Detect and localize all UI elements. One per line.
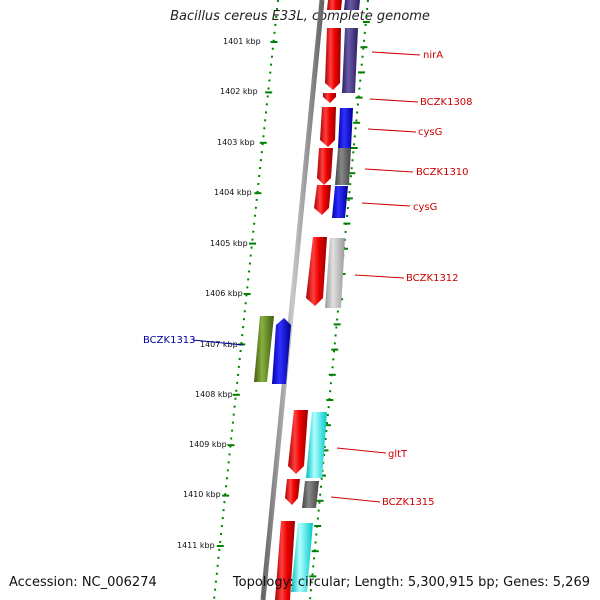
gene-label-bczk1310[interactable]: BCZK1310	[416, 167, 469, 178]
connector-bczk1312	[354, 274, 405, 279]
gene-label-nira[interactable]: nirA	[423, 50, 443, 61]
gene-block-cysg-1[interactable]	[338, 108, 353, 148]
genome-backbone	[260, 0, 325, 600]
gene-arrow-top-1[interactable]	[327, 0, 342, 10]
ruler-tick-labels: 1401 kbp 1402 kbp 1403 kbp 1404 kbp 1405…	[177, 37, 261, 550]
ruler-label-1403: 1403 kbp	[217, 138, 255, 147]
connector-bczk1308	[369, 98, 419, 103]
connector-cysg-1	[367, 128, 417, 133]
connector-bczk1313	[192, 339, 244, 346]
topology-text: Topology: circular; Length: 5,300,915 bp…	[232, 575, 590, 590]
gene-arrow-nira-1[interactable]	[325, 28, 341, 90]
gene-arrow-cysg-2[interactable]	[314, 185, 331, 215]
connector-gltt	[336, 447, 387, 454]
gene-block-gltt[interactable]	[306, 412, 327, 478]
gene-labels: nirA BCZK1308 cysG BCZK1310 cysG BCZK131…	[143, 50, 473, 508]
gene-block-top-2[interactable]	[344, 0, 360, 10]
ruler-label-1410: 1410 kbp	[183, 490, 221, 499]
gene-arrow-bczk1308[interactable]	[323, 93, 336, 103]
connector-bczk1315	[330, 496, 381, 503]
ruler-label-1409: 1409 kbp	[189, 440, 227, 449]
gene-label-bczk1308[interactable]: BCZK1308	[420, 97, 473, 108]
ruler-label-1408: 1408 kbp	[195, 390, 233, 399]
gene-arrow-cysg-1[interactable]	[320, 107, 336, 147]
ruler-label-1406: 1406 kbp	[205, 289, 243, 298]
gene-block-bczk1313[interactable]	[254, 316, 274, 382]
ruler-label-1407: 1407 kbp	[200, 340, 238, 349]
connector-bczk1310	[364, 168, 414, 173]
map-title: Bacillus cereus E33L, complete genome	[170, 9, 430, 24]
gene-label-cysg-2[interactable]: cysG	[413, 202, 437, 213]
connector-cysg-2	[361, 202, 411, 207]
ruler-label-1411: 1411 kbp	[177, 541, 215, 550]
gene-label-bczk1312[interactable]: BCZK1312	[406, 273, 459, 284]
gene-arrow-bczk1310[interactable]	[317, 148, 333, 185]
gene-features	[254, 0, 360, 600]
gene-block-bczk1315[interactable]	[302, 481, 319, 508]
gene-arrow-gltt[interactable]	[288, 410, 308, 474]
accession-text: Accession: NC_006274	[9, 575, 157, 590]
gene-arrow-bczk1313[interactable]	[272, 318, 291, 384]
gene-label-gltt[interactable]: gltT	[388, 449, 408, 460]
gene-arrow-bczk1312[interactable]	[306, 237, 327, 306]
gene-block-bczk1312[interactable]	[325, 238, 345, 308]
gene-block-nira[interactable]	[342, 28, 358, 93]
ruler-label-1405: 1405 kbp	[210, 239, 248, 248]
gene-label-cysg-1[interactable]: cysG	[418, 127, 442, 138]
gene-label-bczk1313[interactable]: BCZK1313	[143, 335, 196, 346]
gene-arrow-bczk1315[interactable]	[285, 479, 300, 505]
ruler-label-1404: 1404 kbp	[214, 188, 252, 197]
connector-nira	[371, 51, 421, 56]
ruler-label-1402: 1402 kbp	[220, 87, 258, 96]
gene-label-bczk1315[interactable]: BCZK1315	[382, 497, 435, 508]
gene-block-bczk1310[interactable]	[335, 148, 351, 185]
ruler-label-1401: 1401 kbp	[223, 37, 261, 46]
gene-arrow-bottom-1[interactable]	[275, 521, 295, 600]
gene-block-cysg-2[interactable]	[332, 186, 348, 218]
label-connectors	[192, 51, 421, 503]
gene-block-bottom-2[interactable]	[291, 523, 313, 592]
